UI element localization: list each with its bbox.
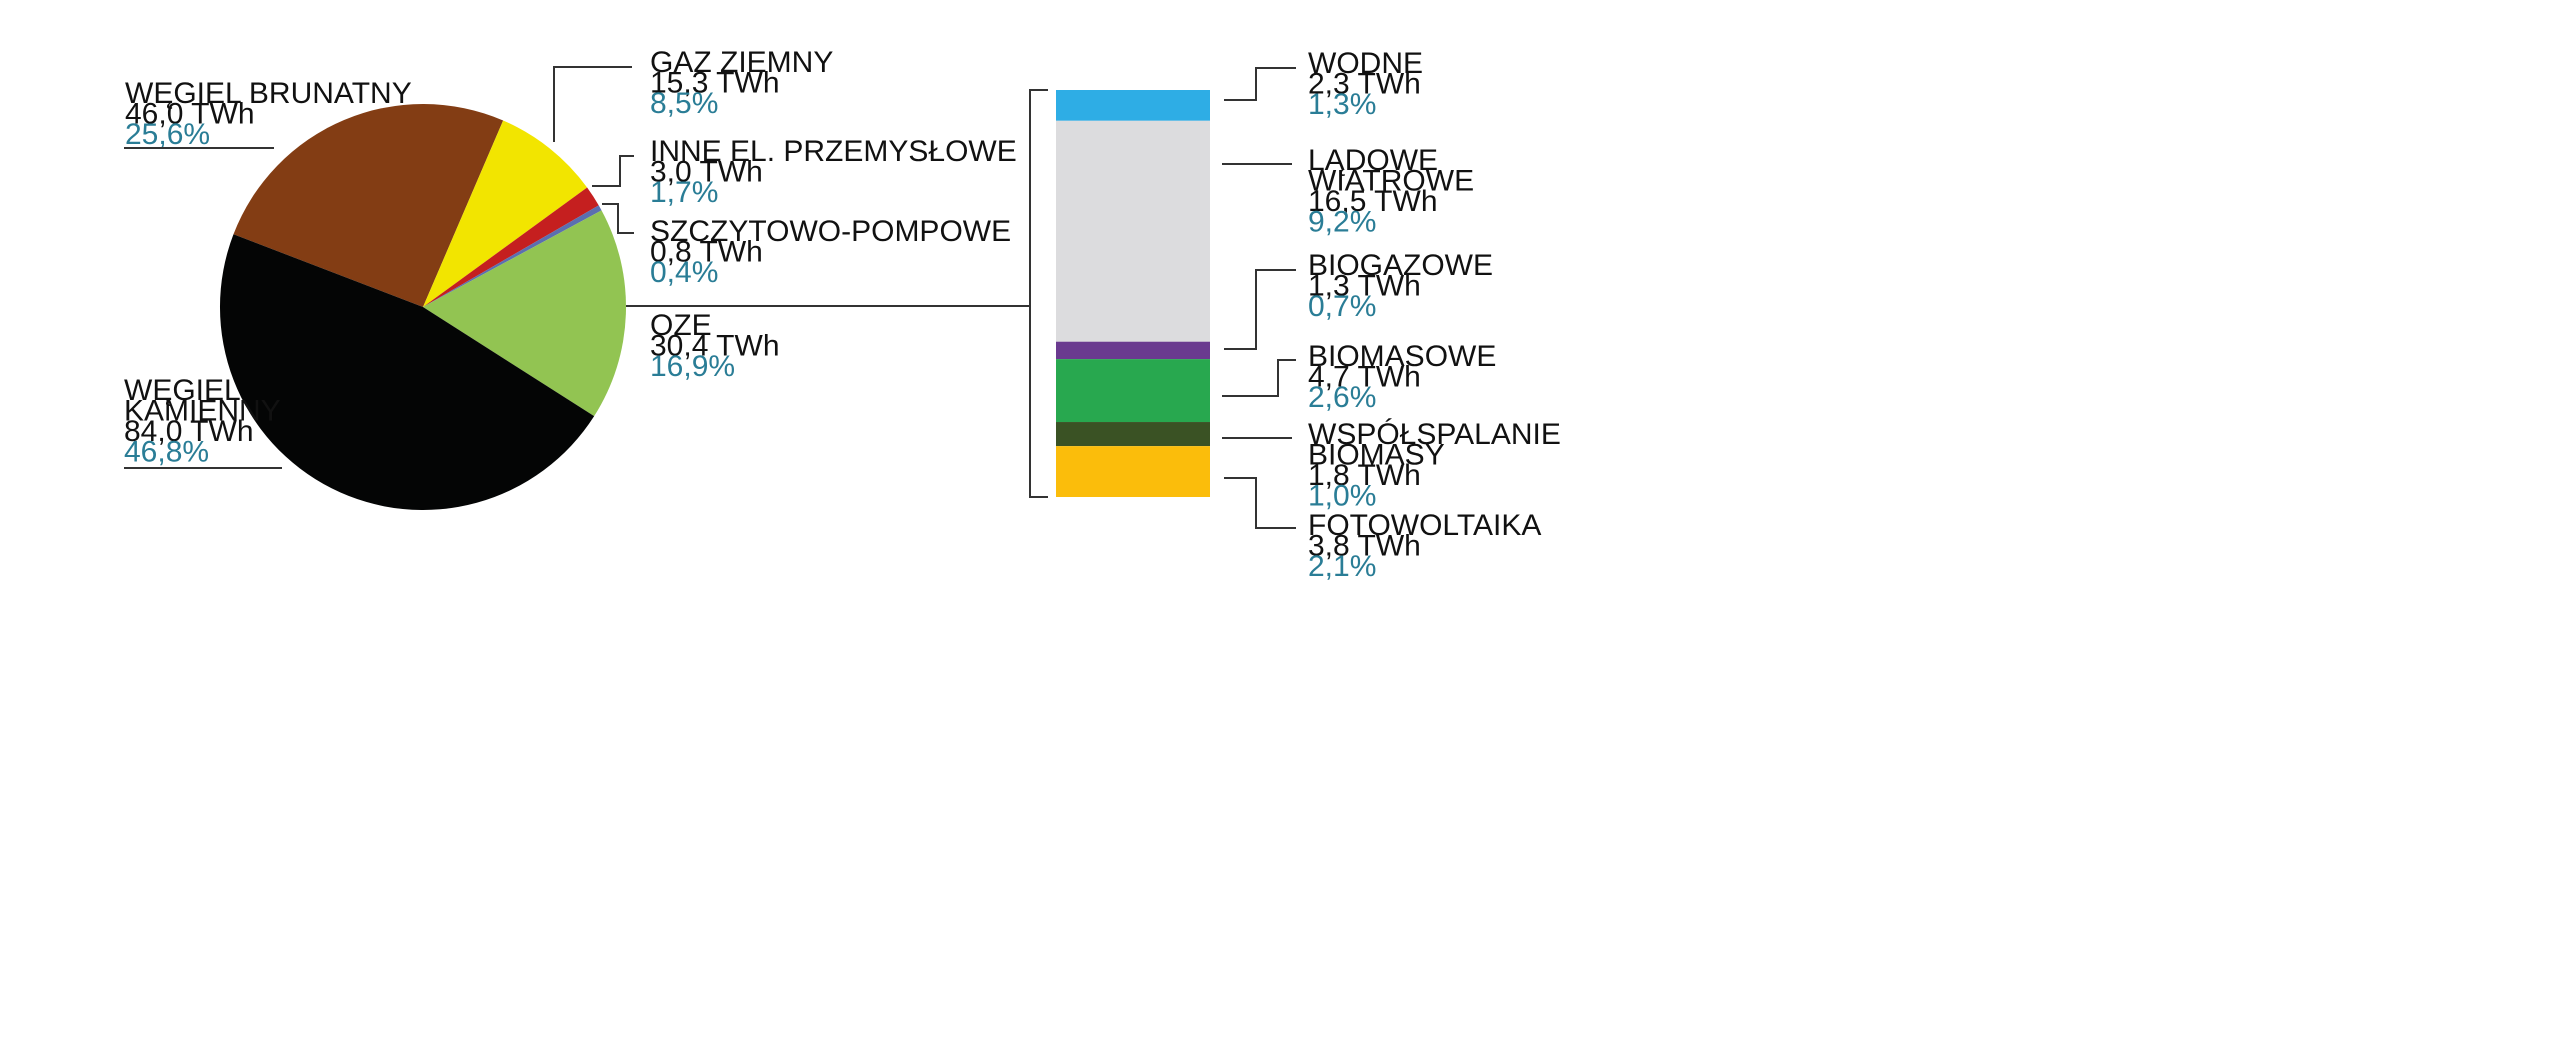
label-percent: 2,1% — [1308, 550, 1376, 583]
label-name: BIOMASOWE — [1308, 340, 1496, 373]
bar-segment-ladowe-wiatrowe — [1056, 120, 1210, 342]
label-percent: 46,8% — [124, 436, 209, 469]
label-percent: 1,0% — [1308, 480, 1376, 513]
label-name: WSPÓŁSPALANIE — [1308, 418, 1561, 451]
label-name: WĘGIEL BRUNATNY — [125, 77, 412, 110]
pie-chart — [219, 103, 627, 511]
label-value: 46,0 TWh — [125, 98, 255, 131]
label-name: GAZ ZIEMNY — [650, 46, 833, 79]
bar-segment-biogazowe — [1056, 341, 1210, 360]
label-gaz-ziemny: GAZ ZIEMNY 15,3 TWh 8,5% — [650, 46, 833, 120]
label-percent: 0,4% — [650, 256, 718, 289]
label-wodne: WODNE 2,3 TWh 1,3% — [1308, 47, 1423, 121]
label-oze: OZE 30,4 TWh 16,9% — [650, 309, 780, 383]
label-percent: 0,7% — [1308, 290, 1376, 323]
label-wegiel-kamienny: WĘGIEL KAMIENNY 84,0 TWh 46,8% — [124, 374, 281, 469]
bar-segment-fotowoltaika — [1056, 446, 1210, 497]
label-percent: 1,3% — [1308, 88, 1376, 121]
leader-lines — [124, 66, 1296, 529]
label-value: 16,5 TWh — [1308, 185, 1438, 218]
label-value: 4,7 TWh — [1308, 361, 1421, 394]
label-biomasowe: BIOMASOWE 4,7 TWh 2,6% — [1308, 340, 1496, 414]
label-name: FOTOWOLTAIKA — [1308, 509, 1541, 542]
leader-szczytowo-pompowe — [602, 203, 634, 234]
leader-fotowoltaika — [1224, 477, 1296, 529]
stacked-bar — [1056, 90, 1210, 497]
stacked-bar-labels: WODNE 2,3 TWh 1,3% LĄDOWE WIATROWE 16,5 TWh 9,… — [1308, 47, 1561, 583]
leader-wodne — [1224, 67, 1296, 101]
bracket-oze — [1029, 89, 1048, 498]
label-name: KAMIENNY — [124, 395, 281, 428]
label-name: WIATROWE — [1308, 165, 1474, 198]
label-name: LĄDOWE — [1308, 144, 1438, 177]
label-fotowoltaika: FOTOWOLTAIKA 3,8 TWh 2,1% — [1308, 509, 1541, 583]
pie-slice-inne-el-przemyslowe — [423, 187, 599, 307]
label-percent: 9,2% — [1308, 206, 1376, 239]
leader-gaz-ziemny — [553, 66, 632, 142]
pie-slice-oze — [423, 210, 627, 417]
label-biogazowe: BIOGAZOWE 1,3 TWh 0,7% — [1308, 249, 1493, 323]
label-value: 15,3 TWh — [650, 67, 780, 100]
leader-biogazowe — [1224, 269, 1296, 350]
label-wegiel-brunatny: WĘGIEL BRUNATNY 46,0 TWh 25,6% — [125, 77, 412, 151]
label-name: INNE EL. PRZEMYSŁOWE — [650, 135, 1017, 168]
label-percent: 25,6% — [125, 118, 210, 151]
label-inne-el-przemyslowe: INNE EL. PRZEMYSŁOWE 3,0 TWh 1,7% — [650, 135, 1017, 209]
label-percent: 1,7% — [650, 176, 718, 209]
label-name: BIOGAZOWE — [1308, 249, 1493, 282]
pie-slice-gaz-ziemny — [423, 120, 588, 308]
label-value: 30,4 TWh — [650, 330, 780, 363]
pie-labels: WĘGIEL BRUNATNY 46,0 TWh 25,6% GAZ ZIEMNY 15… — [124, 46, 1017, 469]
pie-slice-wegiel-brunatny — [233, 103, 504, 307]
bar-segment-wspolspalanie-biomasy — [1056, 422, 1210, 447]
label-value: 0,8 TWh — [650, 236, 763, 269]
label-value: 2,3 TWh — [1308, 68, 1421, 101]
label-value: 1,8 TWh — [1308, 459, 1421, 492]
label-value: 1,3 TWh — [1308, 270, 1421, 303]
label-name: WĘGIEL — [124, 374, 241, 407]
label-wspolspalanie-biomasy: WSPÓŁSPALANIE BIOMASY 1,8 TWh 1,0% — [1308, 418, 1561, 513]
pie-slice-szczytowo-pompowe — [423, 205, 602, 307]
label-percent: 8,5% — [650, 87, 718, 120]
label-value: 84,0 TWh — [124, 415, 254, 448]
label-name: OZE — [650, 309, 712, 342]
leader-inne-el-przemyslowe — [592, 155, 634, 187]
label-name: SZCZYTOWO-POMPOWE — [650, 215, 1011, 248]
bar-segment-biomasowe — [1056, 359, 1210, 423]
bar-segment-wodne — [1056, 90, 1210, 121]
label-name: BIOMASY — [1308, 439, 1445, 472]
pie-slice-wegiel-kamienny — [219, 234, 595, 511]
label-percent: 2,6% — [1308, 381, 1376, 414]
label-ladowe-wiatrowe: LĄDOWE WIATROWE 16,5 TWh 9,2% — [1308, 144, 1474, 239]
label-value: 3,8 TWh — [1308, 530, 1421, 563]
label-value: 3,0 TWh — [650, 156, 763, 189]
label-szczytowo-pompowe: SZCZYTOWO-POMPOWE 0,8 TWh 0,4% — [650, 215, 1011, 289]
label-percent: 16,9% — [650, 350, 735, 383]
leader-biomasowe — [1222, 359, 1296, 397]
label-name: WODNE — [1308, 47, 1423, 80]
